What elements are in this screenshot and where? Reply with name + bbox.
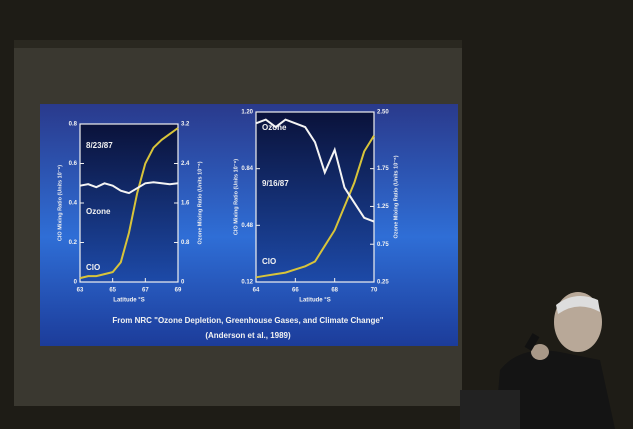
caption-line: From NRC "Ozone Depletion, Greenhouse Ga… [112,316,383,325]
y-tick-label: 0.48 [241,223,253,229]
y2-axis-title: Ozone Mixing Ratio (Units 10⁻⁶) [197,161,203,244]
x-tick-label: 67 [142,288,149,294]
date-annotation: 9/16/87 [262,179,289,188]
y-tick-label: 0.2 [69,240,78,246]
x-tick-label: 66 [292,288,299,294]
x-tick-label: 65 [109,288,116,294]
date-annotation: 8/23/87 [86,141,113,150]
series-label: ClO [262,257,276,266]
y-tick-label: 0.8 [69,122,78,128]
x-tick-label: 69 [175,288,182,294]
y-tick-label: 0.6 [69,161,78,167]
y-tick-label: 1.6 [181,201,190,207]
page: From NRC "Ozone Depletion, Greenhouse Ga… [0,0,633,429]
x-axis-title: Latitude °S [299,298,330,304]
y-tick-label: 1.25 [377,204,389,210]
y-tick-label: 2.4 [181,161,190,167]
y2-axis-title: Ozone Mixing Ratio (Units 10⁻⁶) [393,155,399,238]
x-tick-label: 64 [253,288,260,294]
x-tick-label: 70 [371,288,378,294]
y-tick-label: 0.75 [377,242,389,248]
y-tick-label: 2.50 [377,110,389,116]
y-tick-label: 0.84 [241,166,253,172]
y-tick-label: 0.4 [69,201,78,207]
photo: From NRC "Ozone Depletion, Greenhouse Ga… [0,0,633,429]
x-tick-label: 68 [331,288,338,294]
chair [460,390,520,429]
y-tick-label: 3.2 [181,122,190,128]
y-tick-label: 1.20 [241,110,253,116]
series-label: Ozone [262,123,287,132]
caption-line: (Anderson et al., 1989) [205,331,291,340]
x-axis-title: Latitude °S [113,298,144,304]
y-tick-label: 0.12 [241,280,253,286]
series-label: Ozone [86,207,111,216]
y-tick-label: 0.25 [377,280,389,286]
y-axis-title: ClO Mixing Ratio (Units 10⁻⁹) [57,165,63,241]
x-tick-label: 63 [77,288,84,294]
screen-housing [14,40,462,48]
y-axis-title: ClO Mixing Ratio (Units 10⁻⁹) [233,159,239,235]
y-tick-label: 1.75 [377,166,389,172]
y-tick-label: 0.8 [181,240,190,246]
series-label: ClO [86,263,100,272]
